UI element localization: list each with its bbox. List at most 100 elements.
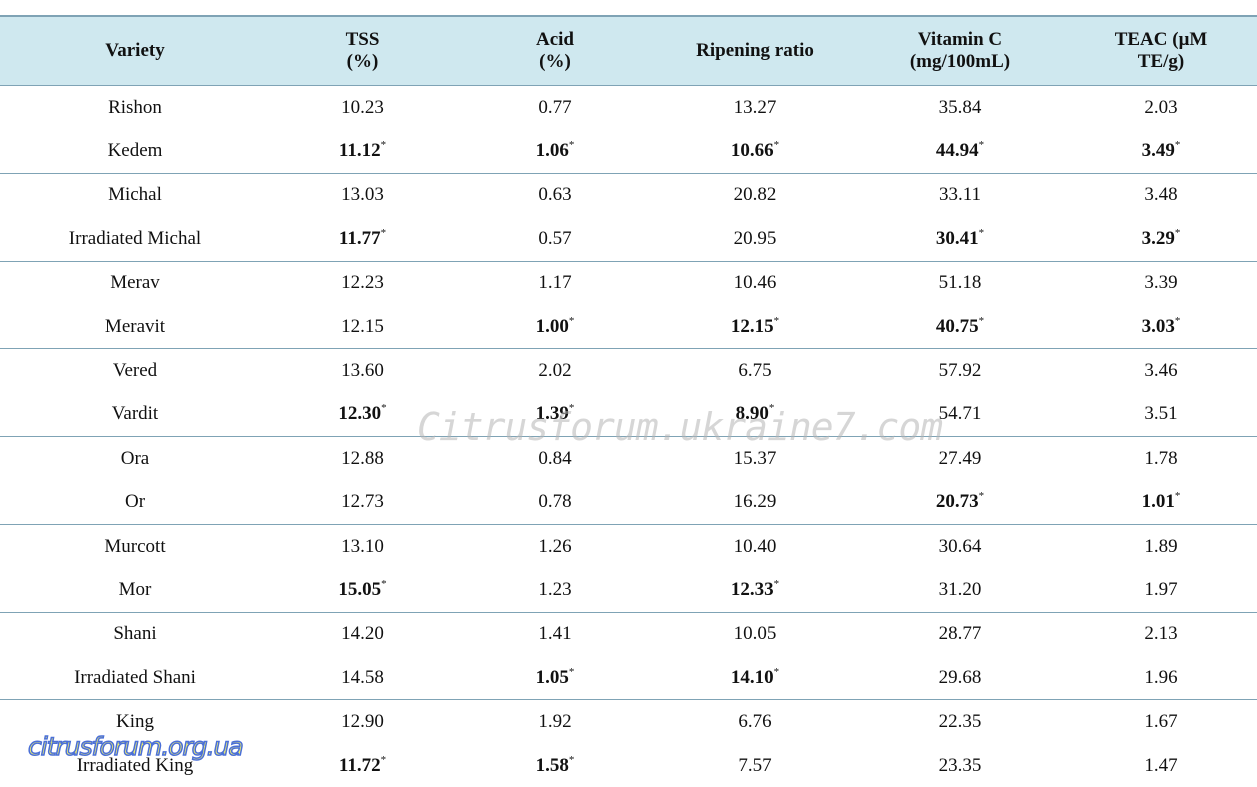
- cell-text: Mor: [118, 578, 152, 600]
- cell-text: Irradiated King: [76, 754, 194, 776]
- cell-text: 12.88: [341, 447, 384, 469]
- value-cell: 10.66*: [655, 129, 855, 174]
- significance-mark: *: [1174, 314, 1181, 327]
- significant-value: 14.10: [730, 666, 774, 688]
- table-row: Irradiated Shani 14.58 1.05* 14.10* 29.68 1.9…: [0, 656, 1257, 701]
- table-row: Vered 13.60 2.02 6.75 57.92 3.46: [0, 349, 1257, 393]
- table-row: Irradiated King 11.72* 1.58* 7.57 23.35 1.47: [0, 743, 1257, 787]
- significance-mark: *: [773, 665, 780, 678]
- value-cell: 12.15: [270, 304, 455, 350]
- value-cell: 1.97: [1065, 568, 1257, 613]
- value-cell: 1.06*: [455, 129, 655, 174]
- significant-value: 1.06: [535, 140, 569, 162]
- table-row: Rishon 10.23 0.77 13.27 35.84 2.03: [0, 86, 1257, 130]
- watermark: Citrusforum.ukraine7.com: [417, 405, 943, 449]
- cell-text: 2.03: [1144, 96, 1178, 118]
- cell-text: 1.97: [1144, 578, 1178, 600]
- value-cell: 3.49*: [1065, 129, 1257, 174]
- cell-text: 13.27: [733, 96, 777, 118]
- value-cell: 3.39: [1065, 261, 1257, 305]
- variety-cell: Meravit: [0, 304, 270, 350]
- cell-text: 1.78: [1144, 447, 1178, 469]
- cell-text: 1.26: [538, 535, 572, 557]
- cell-text: Kedem: [107, 140, 163, 162]
- cell-text: Meravit: [104, 315, 166, 337]
- cell-text: 7.57: [738, 754, 772, 776]
- value-cell: 1.41: [455, 612, 655, 656]
- table-row: Shani 14.20 1.41 10.05 28.77 2.13: [0, 612, 1257, 656]
- value-cell: 10.40: [655, 524, 855, 568]
- significant-value: 11.12: [338, 140, 381, 162]
- cell-text: 1.17: [538, 272, 572, 294]
- value-cell: 1.92: [455, 700, 655, 744]
- significant-value: 1.00: [535, 315, 569, 337]
- table-row: Meravit 12.15 1.00* 12.15* 40.75* 3.03*: [0, 304, 1257, 350]
- cell-text: 1.96: [1144, 666, 1178, 688]
- cell-text: Murcott: [104, 535, 166, 557]
- cell-text: 10.23: [341, 96, 384, 118]
- value-cell: 20.73*: [855, 480, 1065, 525]
- cell-text: 27.49: [938, 447, 982, 469]
- value-cell: 13.10: [270, 524, 455, 568]
- value-cell: 16.29: [655, 480, 855, 525]
- significance-mark: *: [1174, 139, 1181, 152]
- value-cell: 14.20: [270, 612, 455, 656]
- value-cell: 2.02: [455, 349, 655, 393]
- significance-mark: *: [380, 139, 387, 152]
- cell-text: Or: [124, 491, 146, 513]
- data-table: Variety TSS (%) Acid (%) Ripening ratio Vitami…: [0, 15, 1257, 787]
- cell-text: Rishon: [108, 96, 162, 118]
- value-cell: 40.75*: [855, 304, 1065, 350]
- header-cell: TSS (%): [270, 15, 455, 86]
- cell-text: 3.51: [1144, 403, 1178, 425]
- significance-mark: *: [568, 139, 575, 152]
- cell-text: Irradiated Michal: [68, 227, 202, 249]
- value-cell: 33.11: [855, 173, 1065, 217]
- value-cell: 0.63: [455, 173, 655, 217]
- value-cell: 13.27: [655, 86, 855, 130]
- cell-text: 33.11: [938, 184, 982, 206]
- value-cell: 1.26: [455, 524, 655, 568]
- header-text: Vitamin C: [917, 29, 1003, 50]
- significance-mark: *: [773, 577, 780, 590]
- significant-value: 12.15: [730, 315, 774, 337]
- cell-text: 10.46: [733, 272, 777, 294]
- value-cell: 22.35: [855, 700, 1065, 744]
- header-row: Variety TSS (%) Acid (%) Ripening ratio Vitami…: [0, 15, 1257, 86]
- cell-text: Shani: [113, 623, 157, 645]
- cell-text: Merav: [110, 272, 160, 294]
- table-row: Vardit 12.30* 1.39* 8.90* 54.71 3.51: [0, 392, 1257, 438]
- cell-text: 12.15: [341, 315, 384, 337]
- value-cell: 12.23: [270, 261, 455, 305]
- value-cell: 30.64: [855, 524, 1065, 568]
- table-row: Mor 15.05* 1.23 12.33* 31.20 1.97: [0, 568, 1257, 613]
- value-cell: 29.68: [855, 656, 1065, 701]
- value-cell: 1.00*: [455, 304, 655, 350]
- cell-text: 14.58: [341, 666, 384, 688]
- significant-value: 30.41: [935, 227, 979, 249]
- value-cell: 30.41*: [855, 217, 1065, 262]
- value-cell: 1.78: [1065, 437, 1257, 481]
- header-cell: Acid (%): [455, 15, 655, 86]
- cell-text: 3.48: [1144, 184, 1178, 206]
- value-cell: 3.48: [1065, 173, 1257, 217]
- value-cell: 20.95: [655, 217, 855, 262]
- value-cell: 8.90*: [655, 392, 855, 438]
- cell-text: 1.47: [1144, 754, 1178, 776]
- cell-text: 12.73: [341, 491, 384, 513]
- value-cell: 2.03: [1065, 86, 1257, 130]
- value-cell: 1.05*: [455, 656, 655, 701]
- value-cell: 0.77: [455, 86, 655, 130]
- value-cell: 11.77*: [270, 217, 455, 262]
- table-row: Irradiated Michal 11.77* 0.57 20.95 30.41* 3.…: [0, 217, 1257, 262]
- variety-cell: Michal: [0, 173, 270, 217]
- significance-mark: *: [380, 226, 387, 239]
- value-cell: 6.75: [655, 349, 855, 393]
- cell-text: 10.40: [733, 535, 777, 557]
- header-text: Acid: [536, 29, 574, 50]
- value-cell: 1.17: [455, 261, 655, 305]
- value-cell: 0.84: [455, 437, 655, 481]
- cell-text: 12.23: [341, 272, 384, 294]
- value-cell: 1.01*: [1065, 480, 1257, 525]
